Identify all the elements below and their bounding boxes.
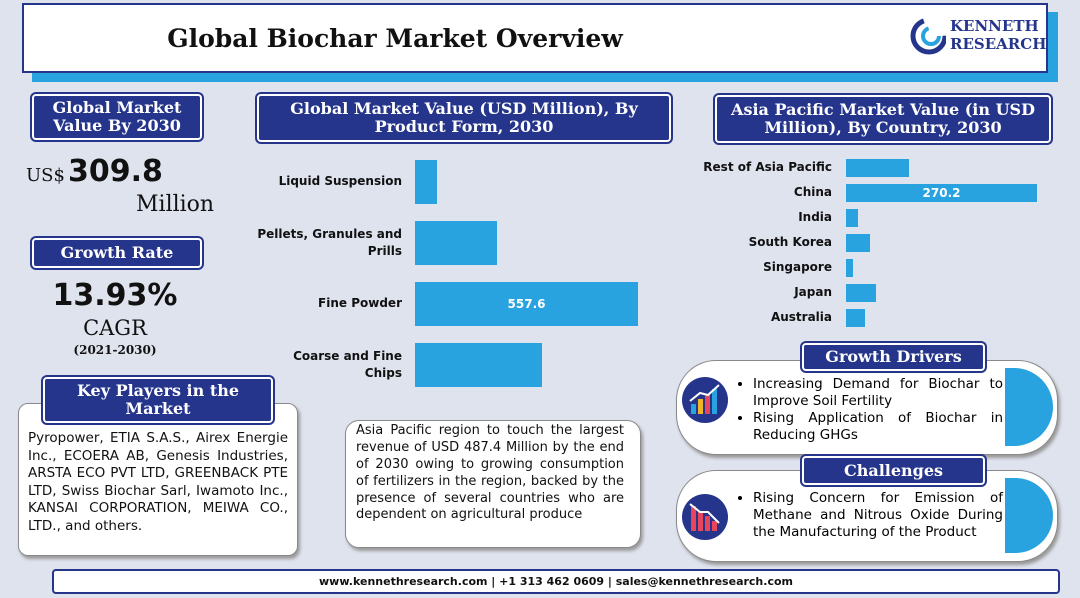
- market-value-banner: Global Market Value By 2030: [32, 94, 202, 140]
- challenges-list: Rising Concern for Emission of Methane a…: [735, 490, 1003, 541]
- chart-title: Asia Pacific Market Value (in USD Millio…: [715, 95, 1051, 143]
- highlight-panel: [345, 420, 641, 548]
- market-value: 309.8: [68, 154, 163, 189]
- data-label: 270.2: [922, 186, 961, 200]
- list-item: Rising Application of Biochar in Reducin…: [753, 410, 1003, 444]
- category-label: India: [798, 210, 832, 225]
- challenges-icon: [682, 494, 728, 540]
- chart: Liquid Suspension Pellets, Granules and P…: [255, 150, 675, 400]
- cagr-label: CAGR: [83, 316, 147, 340]
- category-label: Fine Powder: [318, 296, 402, 311]
- highlight-text: Asia Pacific region to touch the largest…: [356, 423, 624, 523]
- unit: Million: [136, 192, 215, 217]
- logo-line: RESEARCH: [950, 35, 1047, 53]
- category-label: Coarse and Fine Chips: [293, 348, 402, 380]
- drivers-icon: [682, 377, 728, 423]
- list-item: Increasing Demand for Biochar to Improve…: [753, 376, 1003, 410]
- chart-title: Global Market Value (USD Million), By Pr…: [257, 94, 671, 142]
- bar: [415, 343, 542, 387]
- data-label: 557.6: [507, 297, 546, 311]
- currency: US$: [26, 165, 65, 186]
- category-label: Japan: [794, 285, 832, 300]
- cagr-period: (2021-2030): [73, 343, 157, 357]
- bar: 557.6: [415, 282, 638, 326]
- key-players-text: Pyropower, ETIA S.A.S., Airex Energie In…: [28, 430, 288, 534]
- challenges-banner: Challenges: [802, 456, 985, 485]
- logo-line: KENNETH: [950, 17, 1039, 35]
- category-label: China: [793, 185, 832, 200]
- bar: [846, 309, 866, 327]
- bar: [846, 159, 909, 177]
- category-label: Rest of Asia Pacific: [703, 160, 832, 175]
- chart: Rest of Asia Pacific China 270.2 India South…: [700, 155, 1060, 330]
- key-players-banner: Key Players in the Market: [43, 377, 273, 423]
- bar: [846, 234, 871, 252]
- key-players-panel: [18, 403, 298, 556]
- category-label: Pellets, Granules and Prills: [257, 226, 402, 258]
- category-label: Singapore: [763, 260, 832, 275]
- category-label: Australia: [770, 310, 832, 325]
- category-label: Liquid Suspension: [278, 174, 402, 189]
- header: [22, 3, 1048, 73]
- drivers-banner: Growth Drivers: [802, 343, 985, 371]
- page-title: Global Biochar Market Overview: [167, 23, 623, 53]
- bar: 270.2: [846, 184, 1037, 202]
- bar: [415, 221, 497, 265]
- bar: [846, 209, 859, 227]
- footer: www.kennethresearch.com | +1 313 462 060…: [52, 569, 1060, 594]
- cagr-value: 13.93%: [52, 278, 178, 313]
- drivers-list: Increasing Demand for Biochar to Improve…: [735, 376, 1003, 444]
- logo-text: KENNETH RESEARCH: [950, 17, 1046, 53]
- category-label: South Korea: [748, 235, 832, 250]
- bar: [415, 160, 437, 204]
- bar: [846, 284, 876, 302]
- logo-icon: [910, 17, 946, 55]
- bar: [846, 259, 854, 277]
- challenges-panel: [676, 470, 1058, 562]
- growth-banner: Growth Rate: [32, 238, 202, 268]
- list-item: Rising Concern for Emission of Methane a…: [753, 490, 1003, 541]
